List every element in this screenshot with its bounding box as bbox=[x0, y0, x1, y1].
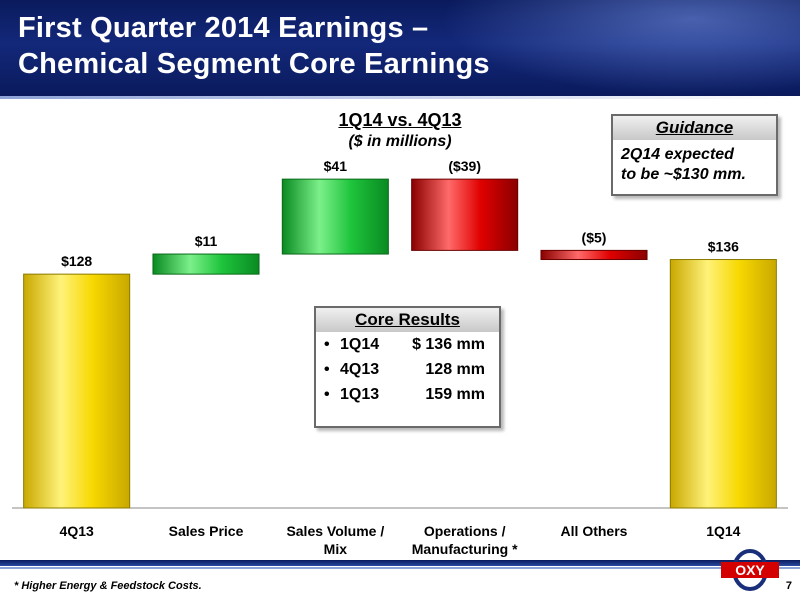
chart-subtitle: ($ in millions) bbox=[348, 133, 452, 150]
footnote: * Higher Energy & Feedstock Costs. bbox=[14, 580, 202, 592]
chart-title: 1Q14 vs. 4Q13 bbox=[338, 110, 462, 130]
core-results-row: • 1Q14 $ 136 mm bbox=[316, 332, 499, 357]
core-results-row: • 1Q13 159 mm bbox=[316, 382, 499, 407]
bar-operations-manufacturing bbox=[411, 178, 519, 251]
core-results-period: 1Q14 bbox=[340, 336, 380, 353]
category-label: Operations / Manufacturing * bbox=[412, 523, 518, 557]
value-label: ($5) bbox=[582, 229, 607, 245]
core-results-period: 4Q13 bbox=[340, 361, 380, 378]
core-results-box: Core Results • 1Q14 $ 136 mm • 4Q13 128 … bbox=[314, 306, 501, 428]
footer-bar bbox=[0, 560, 800, 566]
core-results-value: 128 mm bbox=[425, 361, 485, 378]
category-label: All Others bbox=[561, 523, 628, 539]
bullet-icon: • bbox=[324, 336, 330, 353]
core-results-value: $ 136 mm bbox=[412, 336, 485, 353]
core-results-period: 1Q13 bbox=[340, 386, 380, 403]
guidance-line-2: to be ~$130 mm. bbox=[621, 166, 746, 183]
bar-4q13 bbox=[23, 273, 131, 509]
guidance-header: Guidance bbox=[613, 116, 776, 140]
bar-1q14 bbox=[669, 259, 777, 509]
bar-sales-volume-mix bbox=[281, 178, 389, 255]
page-number: 7 bbox=[785, 580, 792, 592]
bullet-icon: • bbox=[324, 386, 330, 403]
category-label: 1Q14 bbox=[706, 523, 740, 539]
guidance-line-1: 2Q14 expected bbox=[621, 146, 734, 163]
value-label: ($39) bbox=[448, 158, 481, 174]
page-title-line-1: First Quarter 2014 Earnings – bbox=[18, 12, 429, 44]
title-underline bbox=[0, 96, 800, 99]
core-results-value: 159 mm bbox=[425, 386, 485, 403]
footer-bar-accent bbox=[0, 567, 800, 569]
bar-all-others bbox=[540, 249, 648, 261]
title-banner: First Quarter 2014 Earnings – Chemical S… bbox=[0, 0, 800, 96]
value-label: $41 bbox=[324, 158, 348, 174]
core-results-row: • 4Q13 128 mm bbox=[316, 357, 499, 382]
core-results-header: Core Results bbox=[316, 308, 499, 332]
title-glow bbox=[440, 0, 800, 96]
category-label: Sales Volume / Mix bbox=[286, 523, 384, 557]
bullet-icon: • bbox=[324, 361, 330, 378]
logo-text: OXY bbox=[735, 562, 765, 578]
value-label: $136 bbox=[708, 239, 739, 255]
guidance-body: 2Q14 expected to be ~$130 mm. bbox=[613, 140, 776, 185]
page-title-line-2: Chemical Segment Core Earnings bbox=[18, 48, 490, 80]
value-label: $128 bbox=[61, 253, 92, 269]
oxy-logo: OXY bbox=[721, 549, 779, 591]
guidance-box: Guidance 2Q14 expected to be ~$130 mm. bbox=[611, 114, 778, 196]
category-label: 4Q13 bbox=[60, 523, 94, 539]
value-label: $11 bbox=[195, 233, 218, 249]
category-label: Sales Price bbox=[169, 523, 244, 539]
bar-sales-price bbox=[152, 253, 260, 275]
